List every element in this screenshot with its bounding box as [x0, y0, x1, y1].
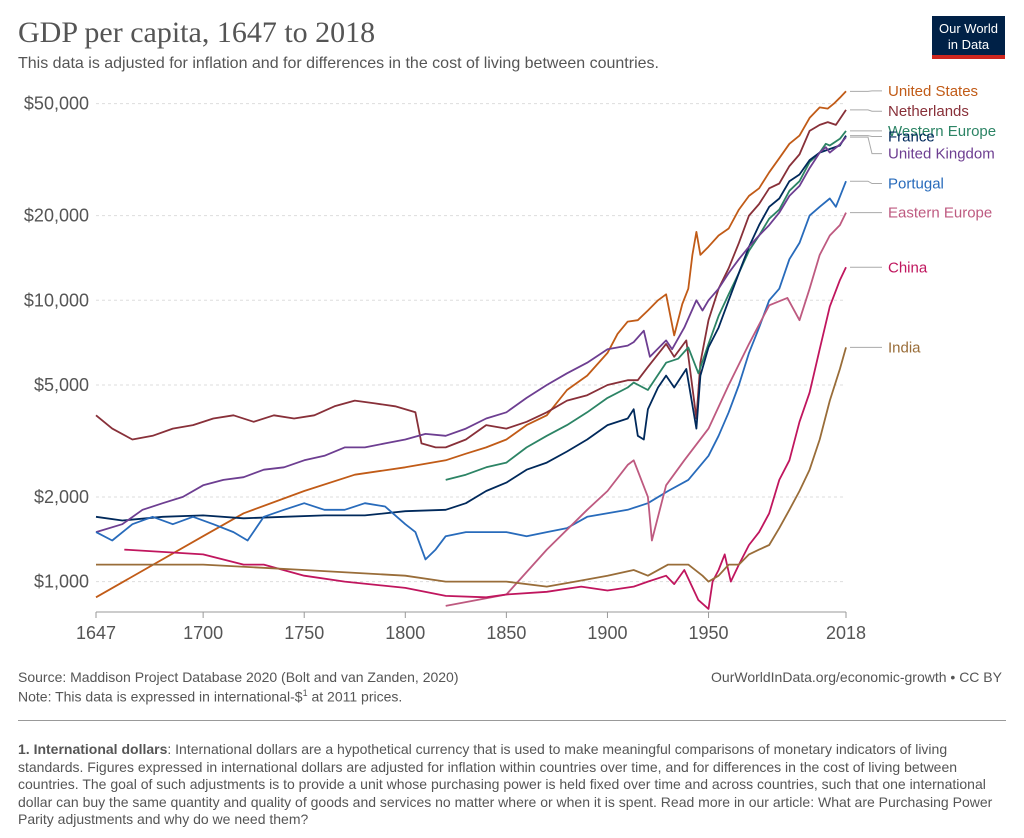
owid-logo[interactable]: Our World in Data [932, 16, 1005, 59]
logo-line1: Our World [939, 21, 998, 36]
logo-line2: in Data [947, 37, 990, 52]
source-text: Source: Maddison Project Database 2020 (… [18, 669, 459, 685]
series-line-eastern-europe[interactable] [445, 212, 847, 607]
note-sup: 1 [302, 688, 308, 698]
series-label-china[interactable]: China [888, 259, 928, 276]
y-tick-label: $2,000 [34, 487, 89, 507]
series-line-united-kingdom[interactable] [95, 136, 847, 533]
y-tick-label: $5,000 [34, 375, 89, 395]
series-label-western-europe[interactable]: Western Europe [888, 123, 996, 140]
y-tick-label: $20,000 [24, 206, 89, 226]
series-lines [95, 90, 847, 610]
note-prefix: Note: This data is expressed in internat… [18, 688, 303, 705]
y-tick-label: $50,000 [24, 94, 89, 114]
x-tick-label: 1900 [587, 623, 627, 643]
y-axis: $1,000 $2,000 $5,000 $10,000 $20,000 $50,000 [24, 94, 89, 592]
series-line-france[interactable] [95, 135, 847, 522]
series-line-netherlands[interactable] [95, 109, 847, 449]
label-connector [850, 136, 882, 155]
x-axis: 1647 1700 1750 1800 1850 1900 1950 2018 [76, 611, 866, 643]
footnote: 1. International dollars: International … [18, 741, 998, 829]
series-label-india[interactable]: India [888, 339, 921, 356]
y-tick-label: $10,000 [24, 290, 89, 310]
chart-subtitle: This data is adjusted for inflation and … [18, 55, 659, 72]
series-label-united-states[interactable]: United States [888, 83, 978, 100]
series-label-eastern-europe[interactable]: Eastern Europe [888, 205, 992, 222]
series-line-united-states[interactable] [95, 90, 847, 599]
note-text: Note: This data is expressed in internat… [18, 688, 402, 705]
series-label-netherlands[interactable]: Netherlands [888, 103, 969, 120]
footnote-term: 1. International dollars [18, 741, 168, 757]
series-line-india[interactable] [96, 347, 847, 588]
x-tick-label: 1800 [385, 623, 425, 643]
x-tick-label: 2018 [826, 623, 866, 643]
x-tick-label: 1850 [486, 623, 526, 643]
label-connector [850, 180, 882, 185]
x-tick-label: 1750 [284, 623, 324, 643]
gridlines [96, 103, 846, 583]
footnote-text: : International dollars are a hypothetic… [18, 741, 993, 827]
series-labels: United States Netherlands Western EuropeFr… [850, 83, 996, 356]
series-label-france[interactable]: France [888, 129, 935, 146]
label-connector [850, 135, 882, 138]
x-tick-label: 1647 [76, 623, 116, 643]
note-suffix: at 2011 prices. [307, 688, 403, 705]
x-tick-label: 1700 [183, 623, 223, 643]
series-label-united-kingdom[interactable]: United Kingdom [888, 146, 995, 163]
series-line-western-europe[interactable] [445, 130, 847, 481]
chart-title: GDP per capita, 1647 to 2018 [18, 16, 376, 49]
series-line-portugal[interactable] [95, 180, 847, 561]
series-label-portugal[interactable]: Portugal [888, 176, 944, 193]
source-url[interactable]: OurWorldInData.org/economic-growth • CC … [711, 669, 1002, 685]
x-tick-label: 1950 [689, 623, 729, 643]
footer-divider [18, 720, 1006, 721]
y-tick-label: $1,000 [34, 572, 89, 592]
line-chart: $1,000$2,000$5,000$10,000$20,000$50,000 … [24, 83, 996, 643]
series-line-china[interactable] [124, 266, 847, 610]
label-connector [850, 109, 882, 112]
